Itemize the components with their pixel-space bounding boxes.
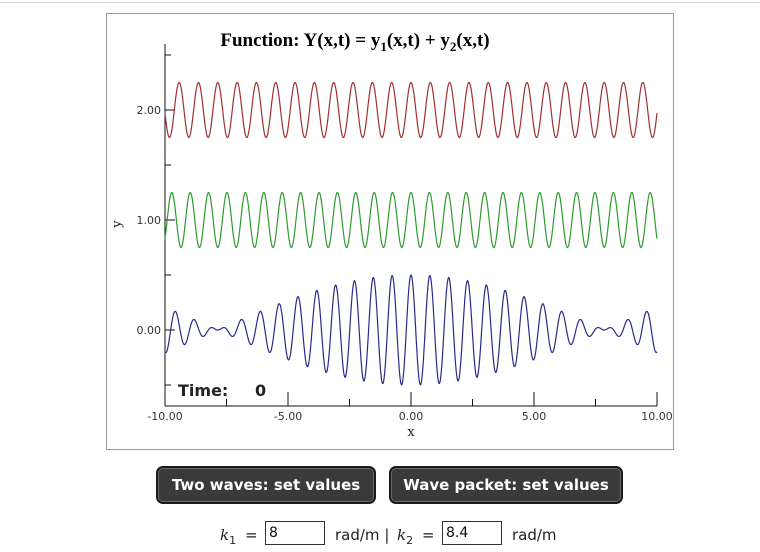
x-axis-label: x	[407, 425, 415, 440]
y-tick-label: 0.00	[137, 324, 162, 337]
x-tick-label: 0.00	[399, 410, 424, 423]
k2-input[interactable]	[442, 521, 502, 545]
wave-sum-line	[164, 274, 658, 386]
k2-equals: =	[422, 526, 435, 544]
wave-y1-line	[164, 81, 658, 139]
x-tick-label: -5.00	[274, 410, 302, 423]
k1-label: k1	[220, 526, 237, 547]
two-waves-set-values-button[interactable]: Two waves: set values	[156, 466, 376, 504]
wavenumber-row: k1 = rad/m | k2 = rad/m	[0, 521, 760, 549]
plot-title: Function: Y(x,t) = y1(x,t) + y2(x,t)	[220, 30, 490, 54]
k1-input[interactable]	[265, 521, 325, 545]
y-axis-label: y	[110, 220, 125, 229]
wave-packet-set-values-button[interactable]: Wave packet: set values	[389, 466, 623, 504]
k2-label: k2	[397, 526, 414, 547]
k1-equals: =	[245, 526, 258, 544]
wave-chart: -10.00 -5.00 0.00 5.00 10.00 0.00 1.00 2.00 x y	[110, 44, 673, 440]
k1-unit: rad/m |	[335, 526, 390, 544]
y-tick-label: 1.00	[137, 214, 162, 227]
y-tick-label: 2.00	[137, 104, 162, 117]
k2-unit: rad/m	[512, 526, 557, 544]
x-tick-label: -10.00	[147, 410, 182, 423]
x-tick-label: 5.00	[522, 410, 547, 423]
plot-frame: -10.00 -5.00 0.00 5.00 10.00 0.00 1.00 2.00 x y	[106, 13, 674, 450]
top-divider	[0, 2, 760, 3]
x-tick-label: 10.00	[641, 410, 673, 423]
wave-y2-line	[164, 191, 658, 249]
